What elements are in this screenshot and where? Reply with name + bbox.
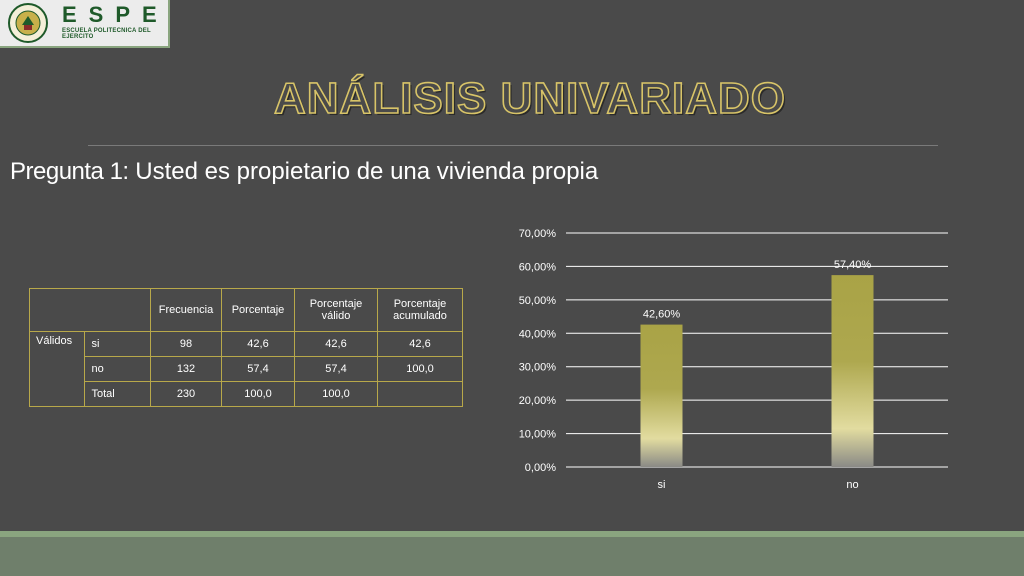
table-cell: 57,4 <box>294 356 378 382</box>
y-tick-label: 20,00% <box>519 395 557 407</box>
y-tick-label: 60,00% <box>519 261 557 273</box>
table-header-porcentaje: Porcentaje <box>221 288 295 332</box>
table-cell: 42,6 <box>221 331 295 357</box>
logo-letters: ESPE <box>62 2 169 27</box>
table-cell: 132 <box>150 356 222 382</box>
logo: ESPE ESCUELA POLITECNICA DEL EJERCITO <box>0 0 170 48</box>
table-header-row: Frecuencia Porcentaje Porcentaje válido … <box>29 288 463 332</box>
y-tick-label: 30,00% <box>519 362 557 374</box>
table-row: Total 230 100,0 100,0 <box>30 381 463 407</box>
logo-subtitle: ESCUELA POLITECNICA DEL EJERCITO <box>62 28 151 40</box>
table-row-label: Total <box>84 381 151 407</box>
page-title: ANÁLISIS UNIVARIADO <box>273 73 786 124</box>
table-cell: 100,0 <box>377 356 463 382</box>
bar <box>831 275 874 467</box>
y-tick-label: 40,00% <box>519 328 557 340</box>
x-tick-label: si <box>658 479 666 491</box>
y-tick-label: 50,00% <box>519 295 557 307</box>
table-cell: 42,6 <box>294 331 378 357</box>
table-cell: 57,4 <box>221 356 295 382</box>
table-header-porcentaje-valido: Porcentaje válido <box>294 288 378 332</box>
bar-chart-svg: 0,00% 10,00% 20,00% 30,00% 40,00% 50,00% 60,00… <box>519 228 948 491</box>
footer-band <box>0 531 1024 537</box>
table-cell: 230 <box>150 381 222 407</box>
question-lead: Pregunta 1: <box>10 158 129 185</box>
table-group-label: Válidos <box>28 331 86 407</box>
bar <box>640 324 683 467</box>
table-header-frecuencia: Frecuencia <box>150 288 222 332</box>
table-header-blank <box>29 288 151 332</box>
table-cell: 98 <box>150 331 222 357</box>
table-header-porcentaje-acumulado: Porcentaje acumulado <box>377 288 463 332</box>
table-row-label: no <box>84 356 151 382</box>
x-tick-label: no <box>846 479 858 491</box>
y-tick-label: 10,00% <box>519 429 557 441</box>
bar-chart: 0,00% 10,00% 20,00% 30,00% 40,00% 50,00% 60,00… <box>500 220 960 500</box>
table-row: Válidos si 98 42,6 42,6 42,6 <box>28 331 463 407</box>
title-divider <box>88 145 938 146</box>
question-text: Usted es propietario de una vivienda pro… <box>128 158 599 185</box>
table-cell: 100,0 <box>221 381 295 407</box>
data-label: 57,40% <box>834 259 872 271</box>
frequency-table: Frecuencia Porcentaje Porcentaje válido … <box>28 288 463 407</box>
question-heading: Pregunta 1: Usted es propietario de una … <box>10 158 598 186</box>
table-cell <box>377 381 463 407</box>
table-row: no 132 57,4 57,4 100,0 <box>30 356 463 382</box>
y-tick-label: 70,00% <box>519 228 557 240</box>
y-tick-label: 0,00% <box>525 462 556 474</box>
table-cell: 42,6 <box>377 331 463 357</box>
footer <box>0 537 1024 576</box>
table-cell: 100,0 <box>294 381 378 407</box>
seal-icon <box>8 3 48 43</box>
data-label: 42,60% <box>643 309 681 321</box>
table-row-label: si <box>84 331 151 357</box>
